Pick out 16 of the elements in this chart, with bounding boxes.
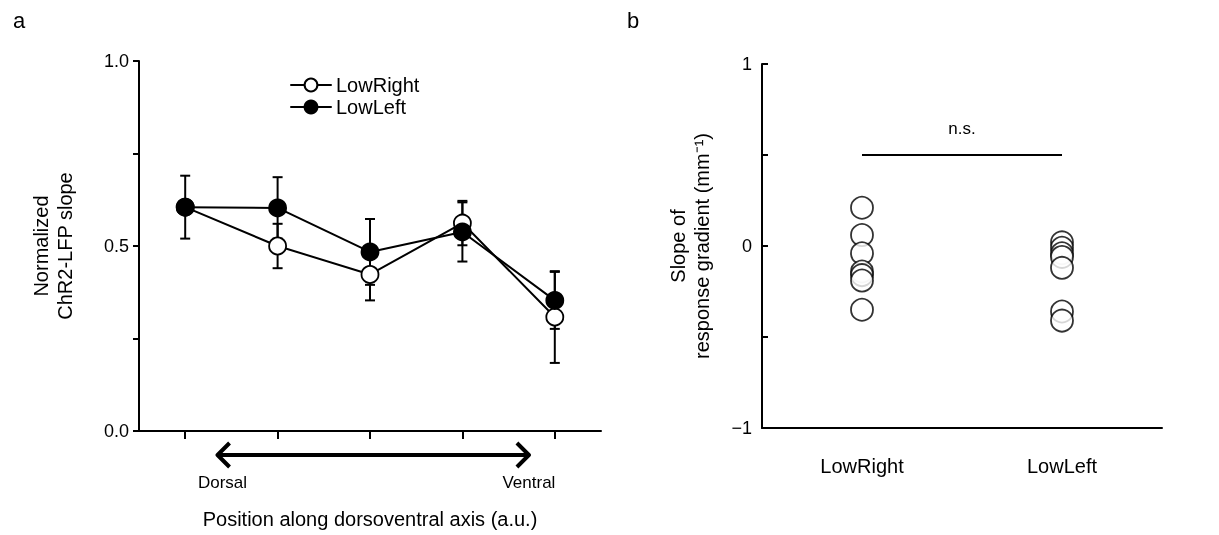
text: Dorsal <box>197 473 248 493</box>
y-axis-title: Slope of response gradient (mm⁻¹) <box>667 133 713 359</box>
chart-title: a <box>13 7 26 33</box>
y-tick-label: 1 <box>741 54 752 74</box>
y-axis-title: Normalized ChR2-LFP slope <box>30 172 76 320</box>
y-tick-label: −1 <box>731 418 752 438</box>
y-tick-label: 0 <box>741 236 752 256</box>
x-axis-title: Position along dorsoventral axis (a.u.) <box>202 508 538 530</box>
y-tick-label: 0.5 <box>103 236 129 256</box>
y-tick-label: 1.0 <box>103 51 129 71</box>
y-tick-label: 0.0 <box>103 421 129 441</box>
chart-title: b <box>627 7 640 33</box>
legend-label: LowRight <box>336 74 420 96</box>
legend-label: LowLeft <box>336 96 407 118</box>
annotation: n.s. <box>948 119 976 139</box>
text: Ventral <box>502 473 556 493</box>
